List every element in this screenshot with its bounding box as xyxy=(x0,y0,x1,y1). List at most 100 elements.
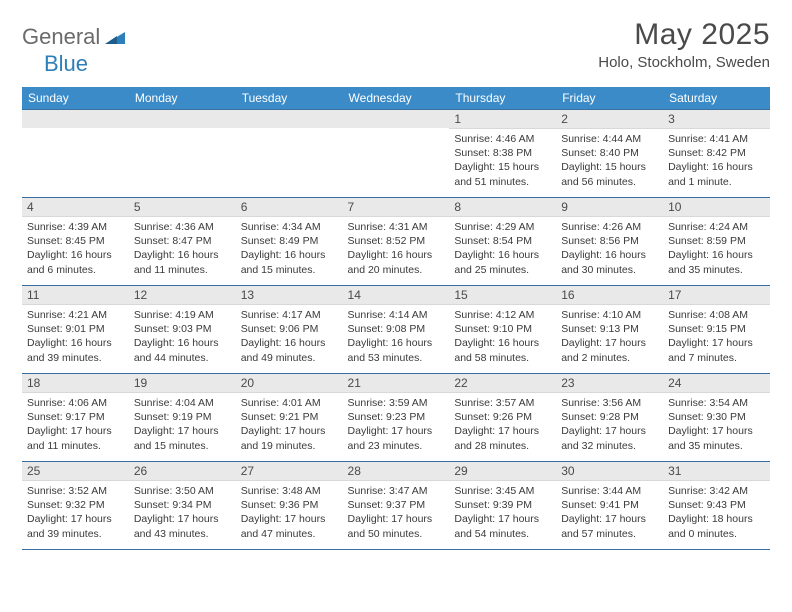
sunrise-text: Sunrise: 3:52 AM xyxy=(27,484,124,498)
sunset-text: Sunset: 9:01 PM xyxy=(27,322,124,336)
daylight-text: Daylight: 16 hours and 44 minutes. xyxy=(134,336,231,364)
day-number: 8 xyxy=(449,198,556,217)
calendar-day-cell: 6Sunrise: 4:34 AMSunset: 8:49 PMDaylight… xyxy=(236,198,343,286)
day-number: 3 xyxy=(663,110,770,129)
day-details: Sunrise: 3:57 AMSunset: 9:26 PMDaylight:… xyxy=(449,393,556,457)
empty-day xyxy=(22,110,129,128)
day-number: 1 xyxy=(449,110,556,129)
daylight-text: Daylight: 16 hours and 58 minutes. xyxy=(454,336,551,364)
day-details: Sunrise: 4:04 AMSunset: 9:19 PMDaylight:… xyxy=(129,393,236,457)
sunset-text: Sunset: 9:06 PM xyxy=(241,322,338,336)
day-details: Sunrise: 3:52 AMSunset: 9:32 PMDaylight:… xyxy=(22,481,129,545)
weekday-header: Saturday xyxy=(663,87,770,110)
weekday-header: Thursday xyxy=(449,87,556,110)
calendar-day-cell xyxy=(22,110,129,198)
day-number: 11 xyxy=(22,286,129,305)
sunrise-text: Sunrise: 3:57 AM xyxy=(454,396,551,410)
daylight-text: Daylight: 17 hours and 47 minutes. xyxy=(241,512,338,540)
day-number: 28 xyxy=(343,462,450,481)
sunrise-text: Sunrise: 3:42 AM xyxy=(668,484,765,498)
sunrise-text: Sunrise: 4:17 AM xyxy=(241,308,338,322)
calendar-day-cell: 30Sunrise: 3:44 AMSunset: 9:41 PMDayligh… xyxy=(556,462,663,550)
sunset-text: Sunset: 9:39 PM xyxy=(454,498,551,512)
calendar-day-cell: 17Sunrise: 4:08 AMSunset: 9:15 PMDayligh… xyxy=(663,286,770,374)
daylight-text: Daylight: 16 hours and 53 minutes. xyxy=(348,336,445,364)
calendar-week-row: 18Sunrise: 4:06 AMSunset: 9:17 PMDayligh… xyxy=(22,374,770,462)
sunrise-text: Sunrise: 4:34 AM xyxy=(241,220,338,234)
day-details: Sunrise: 3:42 AMSunset: 9:43 PMDaylight:… xyxy=(663,481,770,545)
day-details: Sunrise: 4:41 AMSunset: 8:42 PMDaylight:… xyxy=(663,129,770,193)
day-number: 31 xyxy=(663,462,770,481)
sunrise-text: Sunrise: 3:45 AM xyxy=(454,484,551,498)
sunrise-text: Sunrise: 4:19 AM xyxy=(134,308,231,322)
day-details: Sunrise: 4:01 AMSunset: 9:21 PMDaylight:… xyxy=(236,393,343,457)
calendar-day-cell: 2Sunrise: 4:44 AMSunset: 8:40 PMDaylight… xyxy=(556,110,663,198)
sunset-text: Sunset: 9:30 PM xyxy=(668,410,765,424)
sunset-text: Sunset: 9:28 PM xyxy=(561,410,658,424)
day-number: 19 xyxy=(129,374,236,393)
logo-text-general: General xyxy=(22,24,100,50)
logo: General xyxy=(22,18,127,50)
calendar-week-row: 25Sunrise: 3:52 AMSunset: 9:32 PMDayligh… xyxy=(22,462,770,550)
day-details: Sunrise: 4:34 AMSunset: 8:49 PMDaylight:… xyxy=(236,217,343,281)
day-number: 9 xyxy=(556,198,663,217)
daylight-text: Daylight: 16 hours and 20 minutes. xyxy=(348,248,445,276)
sunset-text: Sunset: 8:54 PM xyxy=(454,234,551,248)
month-title: May 2025 xyxy=(598,18,770,52)
day-details: Sunrise: 3:56 AMSunset: 9:28 PMDaylight:… xyxy=(556,393,663,457)
calendar-day-cell: 11Sunrise: 4:21 AMSunset: 9:01 PMDayligh… xyxy=(22,286,129,374)
day-number: 17 xyxy=(663,286,770,305)
daylight-text: Daylight: 16 hours and 35 minutes. xyxy=(668,248,765,276)
daylight-text: Daylight: 16 hours and 39 minutes. xyxy=(27,336,124,364)
sunrise-text: Sunrise: 4:14 AM xyxy=(348,308,445,322)
daylight-text: Daylight: 16 hours and 1 minute. xyxy=(668,160,765,188)
sunrise-text: Sunrise: 4:41 AM xyxy=(668,132,765,146)
calendar-week-row: 4Sunrise: 4:39 AMSunset: 8:45 PMDaylight… xyxy=(22,198,770,286)
daylight-text: Daylight: 16 hours and 6 minutes. xyxy=(27,248,124,276)
sunrise-text: Sunrise: 3:44 AM xyxy=(561,484,658,498)
calendar-day-cell: 12Sunrise: 4:19 AMSunset: 9:03 PMDayligh… xyxy=(129,286,236,374)
sunrise-text: Sunrise: 4:39 AM xyxy=(27,220,124,234)
day-details: Sunrise: 3:54 AMSunset: 9:30 PMDaylight:… xyxy=(663,393,770,457)
calendar-day-cell: 13Sunrise: 4:17 AMSunset: 9:06 PMDayligh… xyxy=(236,286,343,374)
day-details: Sunrise: 3:48 AMSunset: 9:36 PMDaylight:… xyxy=(236,481,343,545)
sunrise-text: Sunrise: 3:50 AM xyxy=(134,484,231,498)
sunrise-text: Sunrise: 4:26 AM xyxy=(561,220,658,234)
daylight-text: Daylight: 15 hours and 56 minutes. xyxy=(561,160,658,188)
day-details: Sunrise: 4:26 AMSunset: 8:56 PMDaylight:… xyxy=(556,217,663,281)
sunset-text: Sunset: 8:52 PM xyxy=(348,234,445,248)
sunrise-text: Sunrise: 4:31 AM xyxy=(348,220,445,234)
daylight-text: Daylight: 17 hours and 2 minutes. xyxy=(561,336,658,364)
daylight-text: Daylight: 16 hours and 30 minutes. xyxy=(561,248,658,276)
calendar-day-cell: 24Sunrise: 3:54 AMSunset: 9:30 PMDayligh… xyxy=(663,374,770,462)
day-number: 26 xyxy=(129,462,236,481)
sunrise-text: Sunrise: 4:10 AM xyxy=(561,308,658,322)
day-number: 10 xyxy=(663,198,770,217)
sunset-text: Sunset: 9:41 PM xyxy=(561,498,658,512)
sunset-text: Sunset: 9:23 PM xyxy=(348,410,445,424)
daylight-text: Daylight: 17 hours and 28 minutes. xyxy=(454,424,551,452)
daylight-text: Daylight: 17 hours and 57 minutes. xyxy=(561,512,658,540)
sunrise-text: Sunrise: 3:47 AM xyxy=(348,484,445,498)
day-details: Sunrise: 4:17 AMSunset: 9:06 PMDaylight:… xyxy=(236,305,343,369)
sunrise-text: Sunrise: 4:04 AM xyxy=(134,396,231,410)
day-details: Sunrise: 4:31 AMSunset: 8:52 PMDaylight:… xyxy=(343,217,450,281)
daylight-text: Daylight: 16 hours and 25 minutes. xyxy=(454,248,551,276)
calendar-day-cell: 9Sunrise: 4:26 AMSunset: 8:56 PMDaylight… xyxy=(556,198,663,286)
sunrise-text: Sunrise: 4:29 AM xyxy=(454,220,551,234)
daylight-text: Daylight: 17 hours and 23 minutes. xyxy=(348,424,445,452)
sunset-text: Sunset: 9:21 PM xyxy=(241,410,338,424)
calendar-day-cell: 29Sunrise: 3:45 AMSunset: 9:39 PMDayligh… xyxy=(449,462,556,550)
day-number: 16 xyxy=(556,286,663,305)
day-details: Sunrise: 4:14 AMSunset: 9:08 PMDaylight:… xyxy=(343,305,450,369)
empty-day xyxy=(236,110,343,128)
calendar-day-cell: 7Sunrise: 4:31 AMSunset: 8:52 PMDaylight… xyxy=(343,198,450,286)
sunrise-text: Sunrise: 4:44 AM xyxy=(561,132,658,146)
calendar-day-cell: 31Sunrise: 3:42 AMSunset: 9:43 PMDayligh… xyxy=(663,462,770,550)
daylight-text: Daylight: 17 hours and 39 minutes. xyxy=(27,512,124,540)
day-number: 2 xyxy=(556,110,663,129)
calendar-day-cell: 20Sunrise: 4:01 AMSunset: 9:21 PMDayligh… xyxy=(236,374,343,462)
sunset-text: Sunset: 8:47 PM xyxy=(134,234,231,248)
empty-day xyxy=(129,110,236,128)
sunset-text: Sunset: 9:15 PM xyxy=(668,322,765,336)
